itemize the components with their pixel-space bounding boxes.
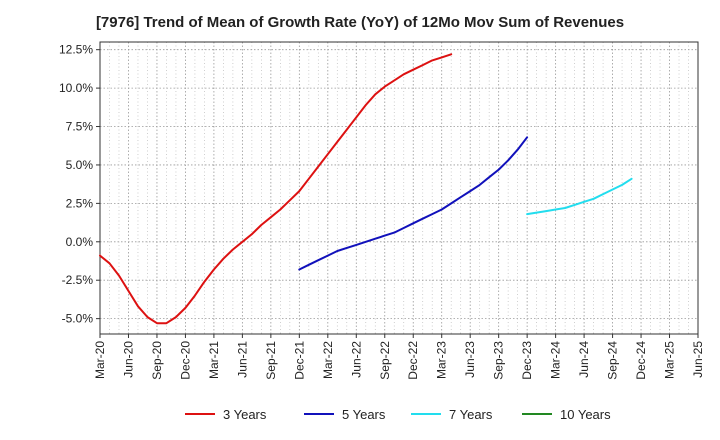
y-tick-label: -2.5% bbox=[62, 273, 94, 287]
legend-label-2: 5 Years bbox=[342, 407, 386, 422]
y-tick-label: 2.5% bbox=[66, 196, 94, 210]
x-tick-label: Dec-23 bbox=[520, 341, 534, 380]
x-tick-label: Sep-23 bbox=[492, 341, 506, 380]
legend-label-4: 10 Years bbox=[560, 407, 611, 422]
series-line-3 bbox=[526, 177, 633, 216]
x-tick-label: Sep-20 bbox=[150, 341, 164, 380]
x-tick-label: Jun-20 bbox=[121, 341, 135, 378]
x-tick-label: Dec-22 bbox=[406, 341, 420, 380]
legend-label-3: 7 Years bbox=[449, 407, 493, 422]
y-tick-label: -5.0% bbox=[62, 312, 94, 326]
y-tick-label: 10.0% bbox=[59, 81, 93, 95]
x-tick-label: Mar-21 bbox=[207, 341, 221, 379]
x-tick-label: Mar-22 bbox=[321, 341, 335, 379]
x-tick-label: Sep-22 bbox=[378, 341, 392, 380]
x-tick-label: Mar-24 bbox=[549, 341, 563, 379]
series-line-2 bbox=[298, 136, 529, 271]
x-tick-label: Jun-22 bbox=[349, 341, 363, 378]
chart-title: [7976] Trend of Mean of Growth Rate (YoY… bbox=[95, 14, 625, 31]
y-tick-label: 12.5% bbox=[59, 43, 93, 57]
x-tick-label: Dec-21 bbox=[292, 341, 306, 380]
x-tick-label: Sep-21 bbox=[264, 341, 278, 380]
x-tick-label: Jun-24 bbox=[577, 341, 591, 378]
y-tick-label: 7.5% bbox=[66, 120, 94, 134]
x-tick-label: Dec-20 bbox=[178, 341, 192, 380]
legend-label-1: 3 Years bbox=[223, 407, 267, 422]
x-tick-label: Sep-24 bbox=[606, 341, 620, 380]
x-tick-label: Mar-25 bbox=[663, 341, 677, 379]
x-tick-label: Jun-21 bbox=[235, 341, 249, 378]
plot-frame bbox=[99, 41, 699, 335]
y-tick-label: 0.0% bbox=[66, 235, 94, 249]
x-tick-label: Mar-20 bbox=[93, 341, 107, 379]
x-tick-label: Mar-23 bbox=[435, 341, 449, 379]
y-tick-label: 5.0% bbox=[66, 158, 94, 172]
series-line-1 bbox=[99, 53, 453, 325]
x-tick-label: Jun-25 bbox=[691, 341, 705, 378]
x-tick-label: Dec-24 bbox=[634, 341, 648, 380]
x-tick-label: Jun-23 bbox=[463, 341, 477, 378]
